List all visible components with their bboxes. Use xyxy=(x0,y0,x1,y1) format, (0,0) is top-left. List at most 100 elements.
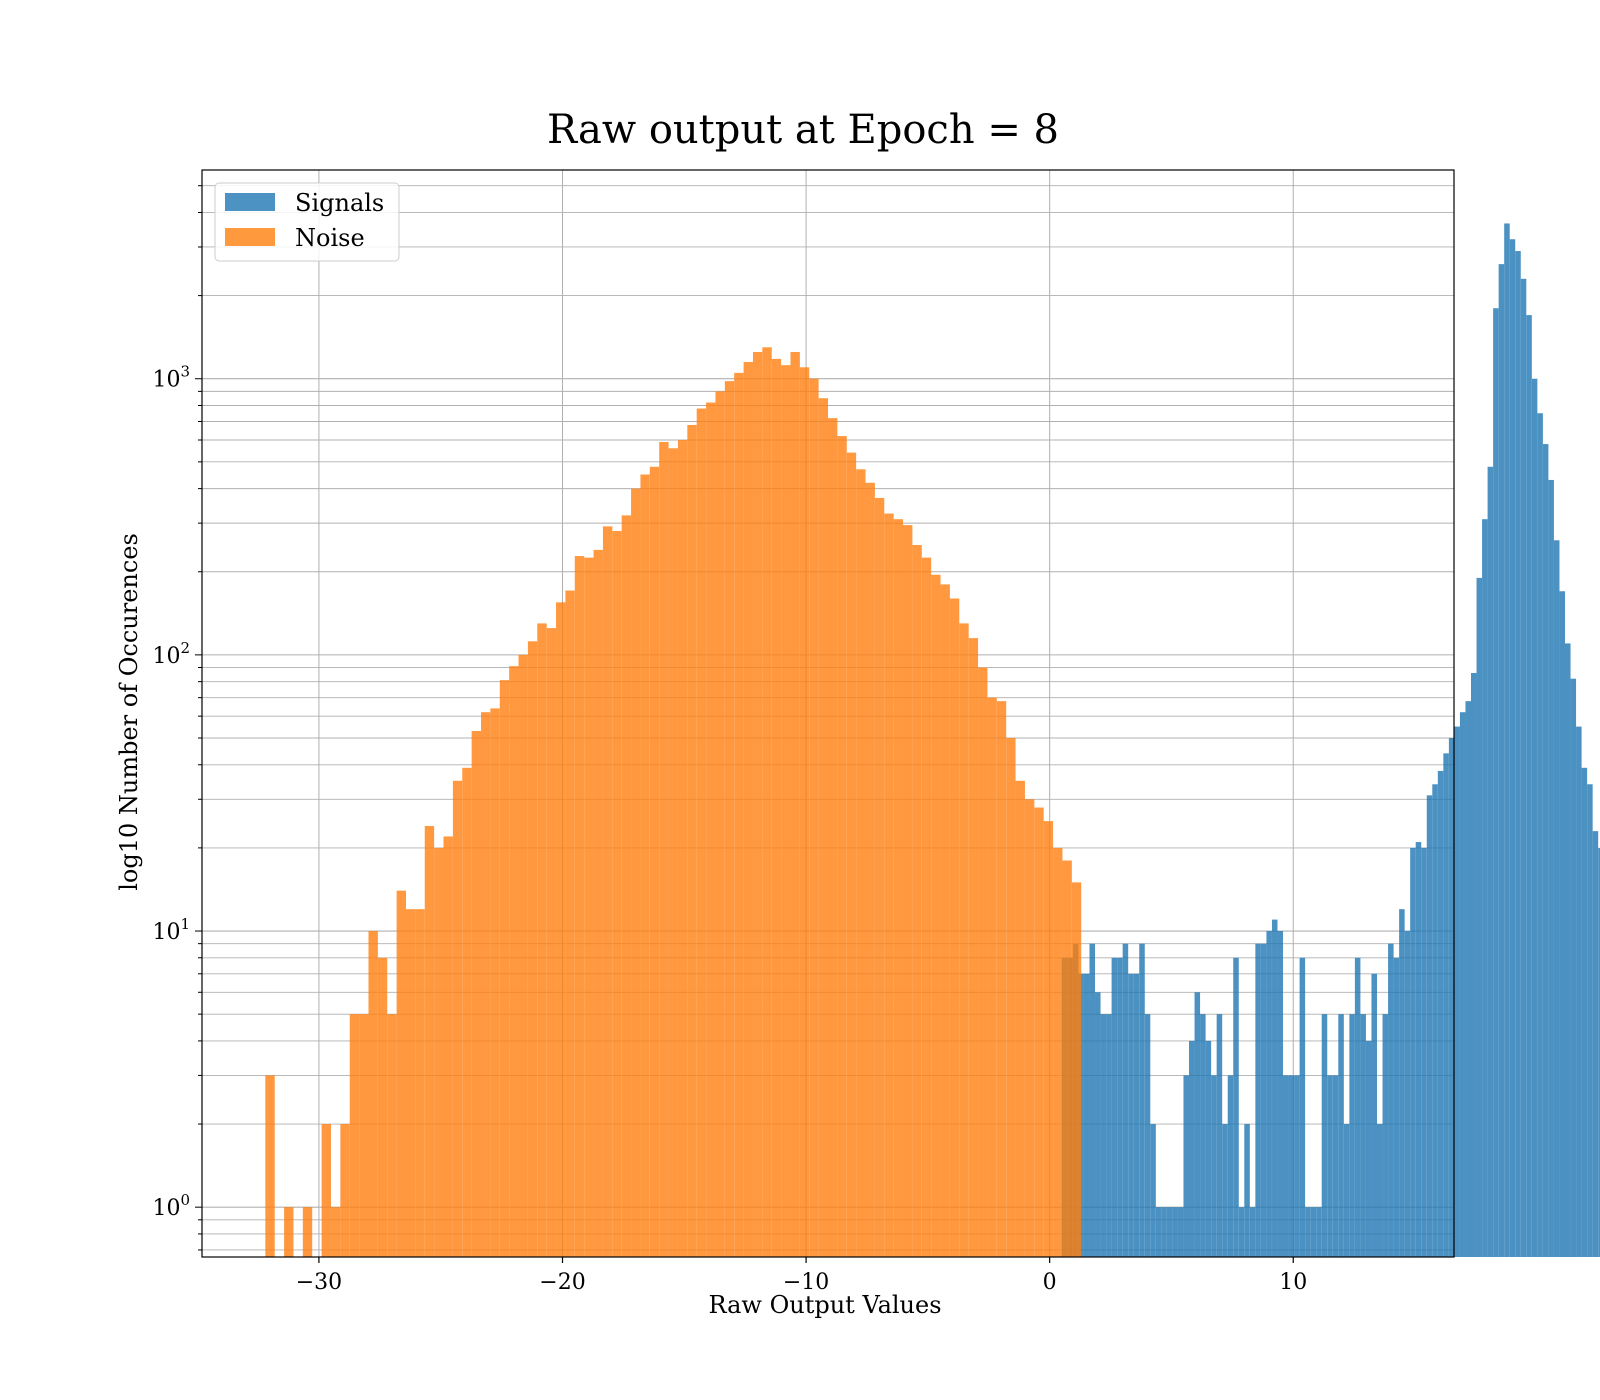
signals-bar xyxy=(1570,678,1577,1257)
signals-bar xyxy=(1144,1014,1151,1257)
noise-bar xyxy=(940,584,950,1257)
noise-bar xyxy=(284,1207,294,1257)
noise-bar xyxy=(631,488,641,1258)
signals-bar xyxy=(1354,957,1361,1257)
signals-bar xyxy=(1426,795,1433,1257)
noise-bar xyxy=(996,701,1007,1257)
noise-bar xyxy=(1043,821,1054,1257)
noise-bar xyxy=(949,598,960,1257)
y-tick-label: 103 xyxy=(152,363,190,393)
noise-bar xyxy=(471,731,482,1257)
signals-bar xyxy=(1294,1075,1300,1257)
chart-title: Raw output at Epoch = 8 xyxy=(547,107,1059,153)
signals-bar xyxy=(1117,957,1123,1257)
noise-bar xyxy=(443,836,453,1257)
signals-bar xyxy=(1095,992,1101,1257)
noise-bar xyxy=(490,708,500,1257)
y-tick-label: 101 xyxy=(152,915,190,945)
noise-bar xyxy=(574,556,585,1257)
signals-bar xyxy=(1211,1075,1217,1257)
y-tick-base: 10 xyxy=(152,1196,180,1221)
noise-bar xyxy=(330,1207,341,1257)
signals-bar xyxy=(1321,1014,1328,1257)
noise-bar xyxy=(349,1014,360,1257)
noise-bar xyxy=(368,931,378,1257)
noise-bar xyxy=(537,623,547,1257)
signals-bar xyxy=(1371,973,1378,1257)
noise-bar xyxy=(696,408,707,1257)
signals-bar xyxy=(1476,577,1483,1257)
signals-bar xyxy=(1089,943,1096,1257)
signals-bar xyxy=(1161,1207,1167,1257)
signals-bar xyxy=(1504,223,1510,1257)
noise-bar xyxy=(415,909,425,1257)
signals-bar xyxy=(1410,847,1416,1257)
legend-label-signals: Signals xyxy=(295,189,384,217)
signals-bar xyxy=(1205,1040,1212,1257)
noise-bar xyxy=(509,666,519,1257)
x-axis-ticks: −30 −20 −10 0 10 xyxy=(296,1257,1307,1295)
signals-bar xyxy=(1238,1207,1245,1257)
noise-bar xyxy=(396,890,406,1257)
noise-bar xyxy=(912,544,922,1257)
signals-bar xyxy=(1404,931,1411,1257)
signals-bar xyxy=(1382,1014,1389,1257)
signals-bar xyxy=(1249,1207,1256,1257)
signals-bar xyxy=(1393,957,1400,1257)
noise-bar xyxy=(687,424,697,1257)
noise-bar xyxy=(921,557,932,1257)
noise-bar xyxy=(931,574,941,1257)
signals-bar xyxy=(1377,1124,1383,1257)
signals-bar xyxy=(1172,1207,1178,1257)
legend-swatch-signals xyxy=(225,193,275,211)
x-tick-label: 10 xyxy=(1279,1270,1307,1295)
noise-bar xyxy=(481,712,491,1257)
signals-bar xyxy=(1482,519,1488,1257)
plot-frame xyxy=(201,169,1455,1258)
signals-bar xyxy=(1515,251,1521,1258)
noise-bar xyxy=(865,482,875,1258)
signals-bar xyxy=(1128,973,1134,1257)
signals-bar xyxy=(1471,672,1477,1257)
noise-bar xyxy=(884,513,894,1257)
signals-bar xyxy=(1166,1207,1173,1257)
noise-bar xyxy=(359,1014,369,1257)
noise-bar xyxy=(1062,860,1072,1257)
signals-bar xyxy=(1177,1207,1184,1257)
signals-bar xyxy=(1255,943,1261,1257)
signals-bar xyxy=(1448,738,1455,1257)
signals-bar xyxy=(1443,753,1449,1257)
noise-bar xyxy=(893,519,904,1257)
x-tick-label: −30 xyxy=(296,1270,342,1295)
signals-bar xyxy=(1271,919,1278,1257)
y-tick-base: 10 xyxy=(152,368,180,393)
noise-bar xyxy=(659,442,669,1257)
signals-bar xyxy=(1133,973,1140,1257)
noise-bar xyxy=(959,623,969,1257)
signals-bar xyxy=(1459,712,1466,1257)
signals-bar xyxy=(1216,1014,1223,1257)
x-tick-label: 0 xyxy=(1043,1270,1057,1295)
signals-bar xyxy=(1194,992,1201,1257)
signals-bar xyxy=(1100,1014,1107,1257)
noise-bar xyxy=(668,448,678,1257)
noise-bar xyxy=(799,367,810,1257)
signals-bar xyxy=(1564,643,1571,1257)
noise-bar xyxy=(462,767,472,1257)
noise-bar xyxy=(978,667,988,1257)
signals-bar xyxy=(1365,1040,1372,1257)
signals-bar xyxy=(1537,413,1543,1258)
signals-bar xyxy=(1343,1124,1350,1257)
signals-bar xyxy=(1587,784,1593,1257)
noise-bar xyxy=(649,466,660,1257)
x-tick-label: −20 xyxy=(539,1270,585,1295)
noise-bar xyxy=(828,418,838,1257)
signals-bar xyxy=(1388,943,1394,1257)
noise-bar xyxy=(556,602,566,1257)
noise-bar xyxy=(321,1124,331,1257)
signals-bar xyxy=(1200,1014,1206,1257)
y-tick-label: 102 xyxy=(152,639,190,669)
noise-bar xyxy=(1071,882,1082,1257)
